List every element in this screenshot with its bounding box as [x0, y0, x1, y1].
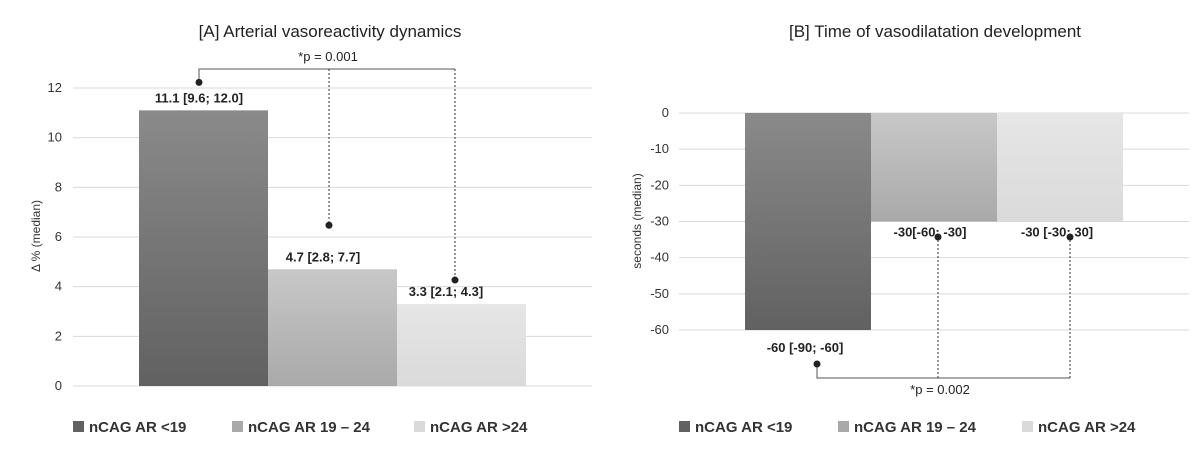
chart-b-title: [B] Time of vasodilatation development	[789, 22, 1081, 41]
chart-b-ytick-label: -30	[650, 214, 669, 229]
chart-b-bar-2	[997, 113, 1123, 222]
chart-a-data-label-0: 11.1 [9.6; 12.0]	[155, 90, 243, 105]
chart-a-ytick-label: 2	[55, 328, 62, 343]
chart-b-ylabel: seconds (median)	[630, 173, 644, 268]
chart-a-marker-dot-1	[325, 221, 333, 229]
chart-b-data-label-2: -30 [-30; 30]	[1021, 225, 1093, 240]
chart-a-ytick-label: 6	[55, 229, 62, 244]
chart-b-ytick-label: -50	[650, 286, 669, 301]
chart-b-data-label-0: -60 [-90; -60]	[767, 340, 844, 355]
chart-a-ytick-label: 8	[55, 179, 62, 194]
chart-b-marker-dot-0	[813, 360, 821, 368]
chart-b-legend-swatch-0	[679, 421, 690, 432]
chart-a-title: [A] Arterial vasoreactivity dynamics	[199, 22, 462, 41]
chart-a-ytick-label: 0	[55, 378, 62, 393]
chart-b-legend-label-1: nCAG AR 19 – 24	[854, 419, 977, 436]
chart-b-ytick-label: -20	[650, 177, 669, 192]
chart-a-legend: nCAG AR <19 nCAG AR 19 – 24 nCAG AR >24	[73, 419, 528, 436]
chart-b-legend-label-2: nCAG AR >24	[1038, 419, 1136, 436]
chart-a-legend-label-0: nCAG AR <19	[89, 419, 186, 436]
chart-b-legend-label-0: nCAG AR <19	[695, 419, 792, 436]
chart-a-ytick-label: 4	[55, 279, 62, 294]
chart-a-marker-dot-2	[451, 276, 459, 284]
chart-a-data-label-1: 4.7 [2.8; 7.7]	[286, 249, 360, 264]
chart-b-ytick-label: -10	[650, 141, 669, 156]
chart-a-marker-dot-0	[195, 78, 203, 86]
chart-b-significance-bracket	[816, 364, 1070, 379]
chart-a-legend-swatch-1	[232, 421, 243, 432]
chart-b-marker-dot-2	[1066, 233, 1074, 241]
chart-b-legend: nCAG AR <19 nCAG AR 19 – 24 nCAG AR >24	[679, 419, 1136, 436]
chart-a-legend-label-2: nCAG AR >24	[430, 419, 528, 436]
chart-a-legend-swatch-0	[73, 421, 84, 432]
chart-a-ylabel: Δ % (median)	[29, 200, 43, 272]
chart-a-ytick-label: 10	[48, 130, 62, 145]
chart-a-bar-1	[268, 269, 397, 386]
chart-a-p-value: *p = 0.001	[298, 49, 358, 64]
chart-b-data-label-1: -30[-60; -30]	[894, 225, 967, 240]
chart-b-ytick-label: -40	[650, 250, 669, 265]
chart-marks: 0 2 4 6 8 10 12 0 -10 -20 -30 -40 -50 -60 11.1 [9.6; 1…	[48, 68, 1189, 393]
chart-b-ytick-label: 0	[662, 105, 669, 120]
chart-a-legend-label-1: nCAG AR 19 – 24	[248, 419, 371, 436]
chart-a-bar-0	[139, 110, 268, 386]
chart-a-significance-bracket	[198, 68, 455, 83]
chart-b-p-value: *p = 0.002	[910, 382, 970, 397]
chart-b-ytick-label: -60	[650, 322, 669, 337]
chart-a-bar-2	[397, 304, 526, 386]
chart-a-legend-swatch-2	[414, 421, 425, 432]
chart-b-bar-0	[745, 113, 871, 330]
chart-a-ytick-label: 12	[48, 80, 62, 95]
chart-b-legend-swatch-1	[838, 421, 849, 432]
chart-a-data-label-2: 3.3 [2.1; 4.3]	[409, 284, 483, 299]
chart-b-legend-swatch-2	[1022, 421, 1033, 432]
chart-b-bar-1	[871, 113, 997, 222]
chart-b-marker-dot-1	[934, 233, 942, 241]
